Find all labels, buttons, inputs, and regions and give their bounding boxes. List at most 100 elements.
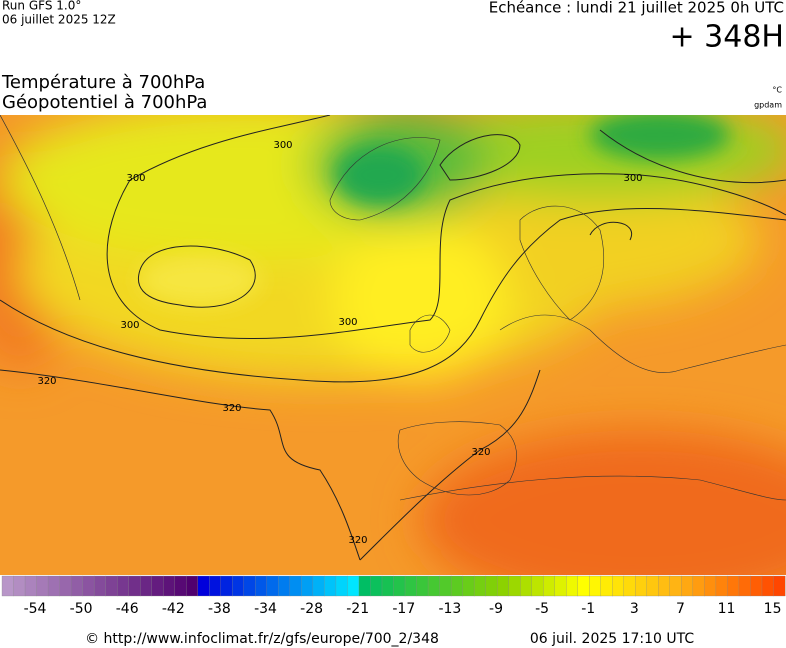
color-swatch xyxy=(324,575,337,597)
colorbar-label: -38 xyxy=(208,601,231,617)
color-swatch xyxy=(335,575,348,597)
colorbar-label: -17 xyxy=(392,601,415,617)
color-swatch xyxy=(473,575,487,597)
color-swatch xyxy=(623,575,636,597)
color-swatch xyxy=(47,575,61,597)
color-swatch xyxy=(370,575,383,597)
color-swatch xyxy=(82,575,95,597)
color-swatch xyxy=(59,575,72,597)
color-swatch xyxy=(750,575,763,597)
color-swatch xyxy=(761,575,774,597)
color-swatch xyxy=(140,575,153,597)
color-swatch xyxy=(128,575,141,597)
color-swatch xyxy=(520,575,533,597)
color-swatch xyxy=(704,575,717,597)
color-swatch xyxy=(24,575,37,597)
color-swatch xyxy=(496,575,510,597)
color-swatch xyxy=(209,575,222,597)
color-swatch xyxy=(289,575,302,597)
color-swatch xyxy=(13,575,26,597)
color-swatch xyxy=(105,575,118,597)
color-swatch xyxy=(163,575,176,597)
color-swatch xyxy=(646,575,659,597)
colorbar-label: -5 xyxy=(535,601,549,617)
title-temperature: Température à 700hPa xyxy=(1,72,205,93)
colorbar-label: -13 xyxy=(438,601,461,617)
colorbar-label: -21 xyxy=(346,601,369,617)
color-swatch xyxy=(635,575,648,597)
color-swatch xyxy=(232,575,245,597)
color-swatch xyxy=(186,575,199,597)
color-swatch xyxy=(462,575,475,597)
colorbar-label: 11 xyxy=(718,601,736,617)
color-swatch xyxy=(301,575,314,597)
run-date: 06 juillet 2025 12Z xyxy=(2,13,116,27)
color-swatch xyxy=(692,575,705,597)
run-label: Run GFS 1.0° xyxy=(2,0,81,13)
color-swatch xyxy=(393,575,406,597)
color-swatch xyxy=(669,575,682,597)
colorbar-label: -46 xyxy=(116,601,139,617)
color-swatch xyxy=(151,575,164,597)
color-swatch xyxy=(116,575,130,597)
contour-label: 320 xyxy=(37,376,56,387)
color-swatch xyxy=(508,575,521,597)
color-swatch xyxy=(220,575,233,597)
color-swatch xyxy=(738,575,751,597)
map xyxy=(0,115,786,575)
color-swatch xyxy=(416,575,429,597)
footer-source: © http://www.infoclimat.fr/z/gfs/europe/… xyxy=(85,631,439,647)
color-swatch xyxy=(404,575,417,597)
color-swatch xyxy=(197,575,210,597)
color-swatch xyxy=(715,575,728,597)
color-swatch xyxy=(93,575,107,597)
color-swatch xyxy=(485,575,498,597)
color-swatch xyxy=(358,575,371,597)
contour-label: 300 xyxy=(338,317,357,328)
color-swatch xyxy=(554,575,567,597)
color-swatch xyxy=(773,575,786,597)
color-swatch xyxy=(543,575,556,597)
contour-label: 300 xyxy=(120,320,139,331)
color-swatch xyxy=(266,575,279,597)
colorbar-label: -50 xyxy=(70,601,93,617)
color-swatch xyxy=(312,575,325,597)
colorbar-label: -9 xyxy=(489,601,503,617)
color-swatch xyxy=(531,575,544,597)
color-swatch xyxy=(600,575,613,597)
color-swatch xyxy=(450,575,464,597)
colorbar-label: -54 xyxy=(24,601,47,617)
color-swatch xyxy=(439,575,452,597)
contours xyxy=(0,115,786,561)
color-swatch xyxy=(381,575,394,597)
color-swatch xyxy=(589,575,602,597)
unit-gpdam: gpdam xyxy=(754,101,782,110)
contour-label: 300 xyxy=(126,173,145,184)
colorbar-label: 3 xyxy=(630,601,639,617)
colorbar-label: -42 xyxy=(162,601,185,617)
contour-label: 300 xyxy=(273,140,292,151)
color-swatch xyxy=(243,575,256,597)
unit-celsius: °C xyxy=(772,86,782,95)
color-swatch xyxy=(174,575,187,597)
color-swatch xyxy=(427,575,441,597)
lead-time: + 348H xyxy=(670,20,785,55)
coastlines xyxy=(329,137,786,501)
color-swatch xyxy=(681,575,694,597)
colorbar-label: -34 xyxy=(254,601,277,617)
color-swatch xyxy=(577,575,590,597)
color-swatch xyxy=(347,575,360,597)
color-swatch xyxy=(255,575,268,597)
valid-time: Echéance : lundi 21 juillet 2025 0h UTC xyxy=(489,0,784,17)
color-swatch xyxy=(612,575,625,597)
color-swatch xyxy=(727,575,740,597)
colorbar-label: 15 xyxy=(764,601,782,617)
color-swatch xyxy=(1,575,14,597)
title-geopotential: Géopotentiel à 700hPa xyxy=(2,92,207,113)
color-swatch xyxy=(278,575,291,597)
color-swatch xyxy=(658,575,671,597)
contour-label: 300 xyxy=(623,173,642,184)
contour-label: 320 xyxy=(471,447,490,458)
footer-generated: 06 juil. 2025 17:10 UTC xyxy=(530,631,695,647)
